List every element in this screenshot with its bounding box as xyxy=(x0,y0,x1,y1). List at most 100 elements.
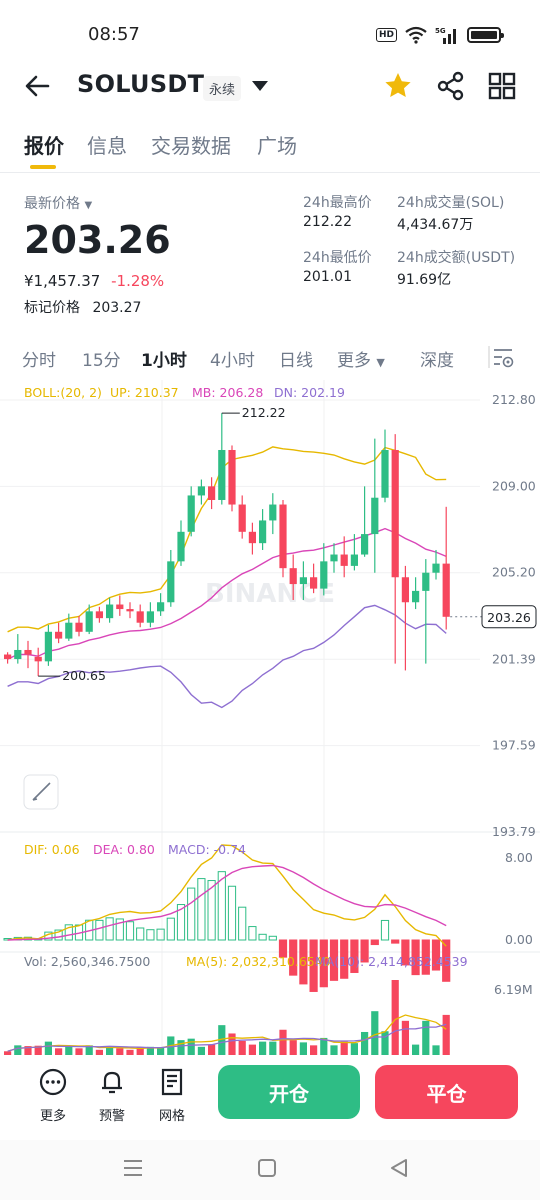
mark-price-row: 标记价格 203.27 xyxy=(24,297,141,317)
volume-bar xyxy=(44,1041,52,1055)
volume-bar xyxy=(422,1020,430,1055)
wifi-icon xyxy=(405,26,427,44)
grid-trading-button[interactable]: 网格 xyxy=(148,1067,196,1124)
macd-bar xyxy=(136,927,145,941)
macd-bar xyxy=(125,921,135,941)
macd-dea-line xyxy=(7,864,447,941)
volume-bar xyxy=(177,1040,185,1055)
symbol-title[interactable]: SOLUSDT xyxy=(77,70,205,98)
volume-bar xyxy=(4,1051,12,1055)
share-icon[interactable] xyxy=(435,70,467,102)
candle xyxy=(157,602,165,612)
grid-menu-icon[interactable] xyxy=(486,70,518,102)
volume-ma5-label: MA(5): 2,032,310.6540 xyxy=(186,954,331,969)
menu-icon[interactable] xyxy=(122,1157,144,1179)
candle xyxy=(95,611,103,619)
candle xyxy=(259,520,267,544)
favorite-star-icon[interactable] xyxy=(382,70,414,102)
volume-bar xyxy=(401,1020,409,1055)
more-button[interactable]: 更多 xyxy=(29,1067,77,1124)
interval-4h[interactable]: 4小时 xyxy=(210,351,255,371)
volume-bar xyxy=(126,1049,134,1055)
candle xyxy=(146,611,154,623)
mark-price-label: 标记价格 xyxy=(24,300,80,316)
candle xyxy=(218,449,226,500)
tab-info[interactable]: 信息 xyxy=(87,134,127,158)
candle xyxy=(167,561,175,603)
macd-axis-label: 8.00 xyxy=(505,850,533,865)
interval-depth[interactable]: 深度 xyxy=(420,351,454,371)
interval-more[interactable]: 更多 ▼ xyxy=(337,351,385,371)
macd-axis-label: 0.00 xyxy=(505,932,533,947)
candle xyxy=(401,577,409,603)
vol-sol-label: 24h成交量(SOL) xyxy=(397,195,505,211)
volume-bar xyxy=(218,1025,226,1055)
more-dots-icon xyxy=(39,1068,67,1096)
macd-bar xyxy=(329,939,339,981)
pencil-icon xyxy=(32,782,51,801)
volume-bar xyxy=(136,1047,144,1055)
volume-bar xyxy=(361,1031,369,1055)
candle xyxy=(208,486,216,500)
active-tab-indicator xyxy=(30,165,56,169)
volume-bar xyxy=(146,1046,154,1055)
macd-panel: 8.00 0.00 xyxy=(3,844,533,992)
volume-bar xyxy=(381,1031,389,1055)
tab-square[interactable]: 广场 xyxy=(257,134,297,158)
y-axis-labels: 212.80 209.00 205.20 201.39 197.59 193.79 xyxy=(492,392,536,839)
symbol-dropdown-icon[interactable] xyxy=(252,81,268,91)
interval-15m[interactable]: 15分 xyxy=(82,351,121,371)
back-arrow-icon[interactable] xyxy=(22,70,54,102)
chart-annotations: 212.22 200.65 203.26 xyxy=(38,405,537,683)
high-value: 212.22 xyxy=(303,214,352,230)
volume-bar xyxy=(248,1044,256,1055)
y-tick-label: 197.59 xyxy=(492,738,536,753)
macd-bar xyxy=(187,887,196,941)
home-icon[interactable] xyxy=(256,1157,278,1179)
high-label: 24h最高价 xyxy=(303,195,372,211)
candle xyxy=(320,561,328,589)
tab-trading-data[interactable]: 交易数据 xyxy=(151,134,231,158)
volume-bar xyxy=(24,1046,32,1055)
candle xyxy=(442,563,450,617)
interval-1h[interactable]: 1小时 xyxy=(141,351,187,371)
candle xyxy=(432,563,440,573)
vol-usdt-value: 91.69亿 xyxy=(397,272,452,288)
candle xyxy=(177,531,185,562)
y-tick-label: 201.39 xyxy=(492,651,536,666)
open-position-button[interactable]: 开仓 xyxy=(218,1065,360,1119)
macd-bar xyxy=(411,939,420,976)
boll-mb-label: MB: 206.28 xyxy=(192,385,263,400)
candle xyxy=(34,656,42,662)
candle xyxy=(197,486,205,496)
price-change: -1.28% xyxy=(111,272,165,290)
candle xyxy=(187,495,195,532)
macd-bar xyxy=(370,939,379,946)
candles xyxy=(4,413,450,677)
candle xyxy=(44,631,52,662)
last-price-label[interactable]: 最新价格 ▼ xyxy=(24,196,93,212)
back-nav-icon[interactable] xyxy=(388,1157,410,1179)
tab-quote[interactable]: 报价 xyxy=(24,134,64,158)
macd-bar xyxy=(238,906,247,941)
hd-icon: HD xyxy=(376,28,398,42)
chart-settings-icon[interactable] xyxy=(488,344,516,370)
candle xyxy=(238,504,246,532)
macd-bar xyxy=(442,939,451,982)
volume-bar xyxy=(187,1038,195,1055)
interval-time-share[interactable]: 分时 xyxy=(22,351,56,371)
candle xyxy=(228,449,236,505)
macd-bar xyxy=(54,929,63,941)
low-label: 24h最低价 xyxy=(303,250,372,266)
alert-button[interactable]: 预警 xyxy=(88,1067,136,1124)
interval-1d[interactable]: 日线 xyxy=(279,351,313,371)
candle xyxy=(422,572,430,591)
volume-bar xyxy=(34,1045,42,1055)
macd-bar xyxy=(391,939,400,944)
price-cny: ¥1,457.37 xyxy=(24,272,101,290)
volume-bar xyxy=(391,980,399,1055)
close-position-button[interactable]: 平仓 xyxy=(375,1065,518,1119)
volume-bar xyxy=(208,1044,216,1055)
volume-bar xyxy=(289,1040,297,1055)
